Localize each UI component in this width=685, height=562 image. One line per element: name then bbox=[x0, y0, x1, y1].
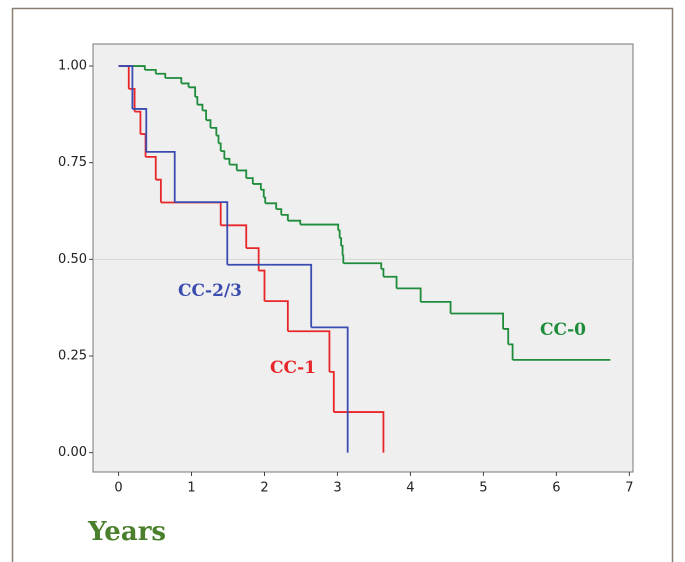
km-step bbox=[265, 202, 278, 210]
x-axis-label: Years bbox=[87, 517, 166, 547]
y-tick-label: 0.50 bbox=[58, 252, 87, 267]
km-step bbox=[144, 69, 157, 74]
km-step bbox=[132, 108, 148, 152]
km-step bbox=[202, 109, 208, 121]
km-step bbox=[197, 103, 204, 111]
km-step bbox=[260, 188, 265, 198]
km-step bbox=[220, 224, 248, 249]
km-step bbox=[287, 330, 331, 372]
km-step bbox=[236, 169, 248, 179]
x-tick-label: 0 bbox=[114, 481, 122, 496]
x-tick-label: 3 bbox=[333, 481, 341, 496]
km-step bbox=[287, 219, 302, 225]
km-step bbox=[396, 287, 422, 302]
km-step bbox=[227, 263, 313, 328]
km-step bbox=[263, 196, 267, 204]
km-step bbox=[420, 300, 452, 314]
km-step bbox=[206, 119, 212, 128]
km-step bbox=[246, 177, 254, 184]
x-tick-label: 2 bbox=[260, 481, 268, 496]
km-step bbox=[246, 247, 260, 271]
series-label: CC-0 bbox=[540, 320, 586, 340]
km-step bbox=[145, 155, 157, 180]
km-step bbox=[383, 275, 398, 289]
km-step bbox=[210, 126, 218, 136]
km-step bbox=[343, 262, 383, 270]
km-step bbox=[181, 82, 190, 88]
km-step bbox=[174, 201, 229, 265]
y-tick-label: 1.00 bbox=[58, 59, 87, 74]
km-step bbox=[165, 77, 183, 84]
y-tick-label: 0.25 bbox=[58, 349, 87, 364]
km-step bbox=[333, 411, 385, 453]
plot-area bbox=[92, 43, 634, 473]
km-step bbox=[220, 150, 226, 159]
km-step bbox=[339, 237, 343, 246]
series-label: CC-2/3 bbox=[178, 281, 242, 301]
km-step bbox=[224, 157, 231, 165]
km-step bbox=[450, 312, 505, 329]
km-step bbox=[229, 163, 238, 171]
x-tick-label: 6 bbox=[552, 481, 560, 496]
x-tick-label: 7 bbox=[625, 481, 633, 496]
x-tick-label: 5 bbox=[479, 481, 487, 496]
km-step bbox=[264, 300, 289, 332]
y-tick-label: 0.75 bbox=[58, 155, 87, 170]
km-step bbox=[338, 229, 341, 239]
km-step bbox=[134, 110, 142, 135]
x-tick-label: 4 bbox=[406, 481, 414, 496]
km-step bbox=[381, 268, 385, 277]
km-step bbox=[508, 343, 514, 360]
km-step bbox=[146, 150, 176, 203]
y-tick-label: 0.00 bbox=[58, 445, 87, 460]
km-step bbox=[216, 134, 220, 144]
km-step bbox=[128, 87, 136, 112]
km-step bbox=[155, 178, 162, 203]
km-step bbox=[342, 254, 345, 264]
km-step bbox=[195, 96, 199, 105]
km-step bbox=[311, 326, 349, 453]
series-label: CC-1 bbox=[270, 358, 316, 378]
km-step bbox=[155, 72, 167, 79]
km-step bbox=[258, 269, 266, 302]
km-step bbox=[218, 142, 222, 152]
km-step bbox=[503, 328, 510, 345]
km-step bbox=[276, 208, 283, 215]
x-tick-label: 1 bbox=[187, 481, 195, 496]
km-step bbox=[188, 86, 197, 97]
km-step bbox=[329, 370, 335, 413]
frame bbox=[11, 7, 674, 562]
km-step bbox=[118, 65, 134, 109]
km-step bbox=[300, 223, 340, 231]
km-step bbox=[341, 244, 344, 256]
km-step bbox=[252, 183, 262, 190]
km-step bbox=[281, 213, 289, 221]
